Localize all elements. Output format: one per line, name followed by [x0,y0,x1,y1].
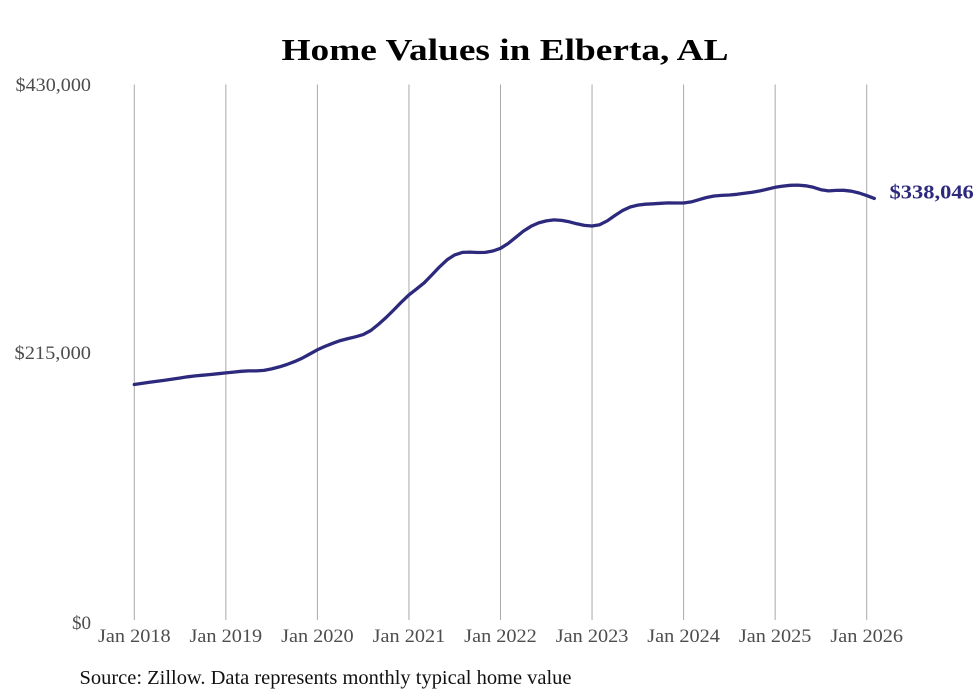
svg-text:Jan 2019: Jan 2019 [190,626,263,647]
svg-text:Jan 2020: Jan 2020 [281,626,354,647]
svg-text:Jan 2023: Jan 2023 [556,626,629,647]
svg-text:Jan 2025: Jan 2025 [739,626,812,647]
svg-text:Home Values in Elberta, AL: Home Values in Elberta, AL [282,32,729,67]
svg-text:$338,046: $338,046 [890,182,974,204]
svg-text:$215,000: $215,000 [15,343,92,364]
svg-text:Source: Zillow. Data represent: Source: Zillow. Data represents monthly … [80,667,572,689]
svg-text:Jan 2018: Jan 2018 [98,626,171,647]
svg-text:$0: $0 [72,613,91,634]
svg-text:Jan 2024: Jan 2024 [647,626,720,647]
svg-text:Jan 2022: Jan 2022 [464,626,537,647]
svg-text:Jan 2026: Jan 2026 [830,626,903,647]
svg-text:Jan 2021: Jan 2021 [373,626,446,647]
svg-text:$430,000: $430,000 [16,75,92,96]
